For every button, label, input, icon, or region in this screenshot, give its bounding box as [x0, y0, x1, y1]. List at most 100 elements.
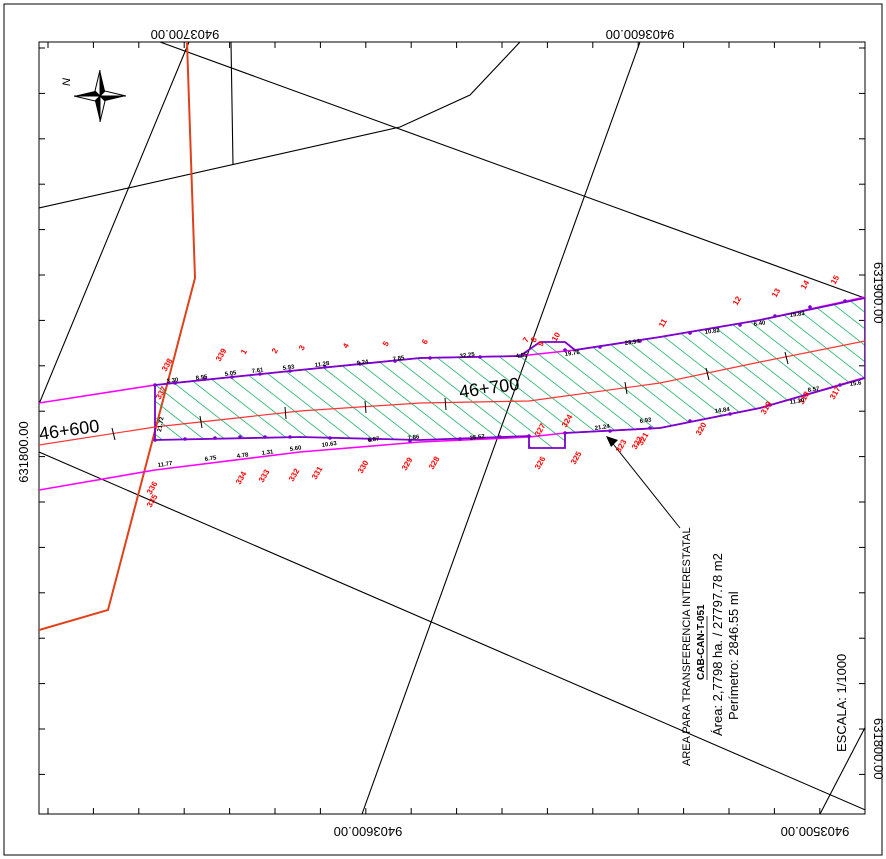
coord-left: 631800.00 — [16, 421, 31, 482]
vertex-number: 11 — [657, 317, 669, 329]
vertex-number: 4 — [341, 341, 351, 350]
vertex-number: 326 — [533, 454, 548, 471]
annotation-line2: CAB-CAN-T-051 — [696, 604, 707, 680]
vertex-dot — [173, 381, 177, 385]
distance-label: 6.75 — [204, 455, 217, 463]
vertex-number: 9 — [536, 339, 546, 348]
distance-label: 21.72 — [157, 416, 166, 432]
vertex-number: 2 — [270, 346, 280, 355]
distance-label: 6.87 — [367, 436, 380, 444]
centerline — [39, 340, 865, 446]
vertex-dot — [843, 299, 847, 303]
vertex-dot — [288, 435, 292, 439]
centerline-ticks — [111, 351, 789, 441]
distance-label: 1.31 — [261, 449, 274, 457]
distance-label: 5.05 — [224, 370, 237, 378]
vertex-number: 338 — [160, 356, 175, 373]
vertex-number: 1 — [239, 347, 249, 356]
vertex-number: 335 — [145, 492, 160, 509]
leader-arrowhead — [606, 436, 618, 447]
distance-label: 14.84 — [714, 407, 730, 415]
vertex-number: 320 — [694, 420, 709, 437]
vertex-dot — [328, 436, 332, 440]
coord-right-bottom: 631800.00 — [871, 718, 886, 779]
vertex-dot — [648, 426, 652, 430]
road-line — [39, 42, 197, 631]
distance-label: 23.94 — [624, 339, 640, 347]
vertex-dot — [408, 439, 412, 443]
distance-label: 32.25 — [459, 352, 475, 360]
distance-label: 7.61 — [251, 367, 264, 375]
vertex-dot — [393, 359, 397, 363]
distance-label: 21.24 — [594, 424, 610, 432]
vertex-dot — [518, 354, 522, 358]
vertex-dots — [153, 299, 847, 443]
distance-label: 5.93 — [282, 364, 295, 372]
distance-label: 10.82 — [704, 328, 720, 336]
transfer-area-outline — [154, 297, 865, 449]
vertex-number: 333 — [257, 467, 272, 484]
vertex-number: 339 — [214, 346, 229, 363]
distance-label: 6.93 — [639, 417, 652, 425]
map-frame — [38, 41, 866, 815]
vertex-number: 330 — [356, 458, 371, 475]
vertex-number: 6 — [420, 337, 430, 346]
vertex-dot — [323, 365, 327, 369]
vertex-dot — [478, 355, 482, 359]
distance-label: 3.30 — [166, 377, 179, 385]
vertex-dot — [203, 377, 207, 381]
distance-label: 4.78 — [236, 452, 249, 460]
coord-top-left: 9403700.00 — [151, 27, 220, 42]
coord-bottom-right: 9403500.00 — [781, 824, 850, 839]
vertex-number: 8 — [529, 335, 539, 344]
vertex-dot — [263, 435, 267, 439]
vertex-dot — [458, 437, 462, 441]
distance-label: 15.83 — [789, 311, 805, 319]
distance-label: 8.57 — [807, 386, 820, 394]
vertex-number: 3 — [297, 343, 307, 352]
vertex-number: 331 — [310, 464, 325, 481]
distance-label: 11.77 — [157, 461, 173, 469]
vertex-dot — [768, 403, 772, 407]
vertex-dot — [563, 348, 567, 352]
coord-right-top: 631900.00 — [871, 262, 886, 323]
vertex-dot — [238, 435, 242, 439]
vertex-dot — [808, 305, 812, 309]
distance-label: 5.60 — [289, 445, 302, 453]
vertex-dot — [638, 339, 642, 343]
vertex-dot — [213, 436, 217, 440]
annotation-line1: AREA PARA TRANSFERENCIA INTERESTATAL — [681, 527, 693, 766]
vertex-dot — [153, 438, 157, 442]
vertex-number: 13 — [770, 286, 783, 299]
vertex-dot — [608, 429, 612, 433]
frame-ticks — [39, 42, 865, 814]
vertex-number: 334 — [234, 469, 249, 486]
coord-top-right: 9403600.00 — [606, 27, 675, 42]
vertex-dot — [368, 438, 372, 442]
vertex-dot — [498, 435, 502, 439]
reference-lines — [39, 42, 865, 814]
vertex-dot — [738, 323, 742, 327]
vertex-number: 10 — [550, 330, 563, 343]
distance-label: 19.76 — [564, 350, 580, 358]
vertex-number: 14 — [799, 278, 812, 291]
leader-line — [609, 439, 681, 529]
vertex-number: 329 — [400, 455, 415, 472]
vertex-number: 15 — [829, 273, 842, 286]
vertex-dot — [728, 412, 732, 416]
station-46-600: 46+600 — [38, 416, 101, 444]
vertex-dot — [428, 356, 432, 360]
vertex-dot — [563, 431, 567, 435]
distance-label: 6.40 — [753, 320, 766, 328]
vertex-number: 321 — [636, 430, 651, 447]
vertex-dot — [527, 434, 531, 438]
distance-label: 25.52 — [469, 434, 485, 442]
distance-label: 11.30 — [789, 398, 805, 406]
vertex-number: 328 — [427, 454, 442, 471]
vertex-dot — [773, 314, 777, 318]
vertex-dot — [688, 419, 692, 423]
distance-label: 7.86 — [407, 434, 420, 442]
vertex-dot — [358, 362, 362, 366]
distance-label: 9.24 — [356, 359, 369, 367]
